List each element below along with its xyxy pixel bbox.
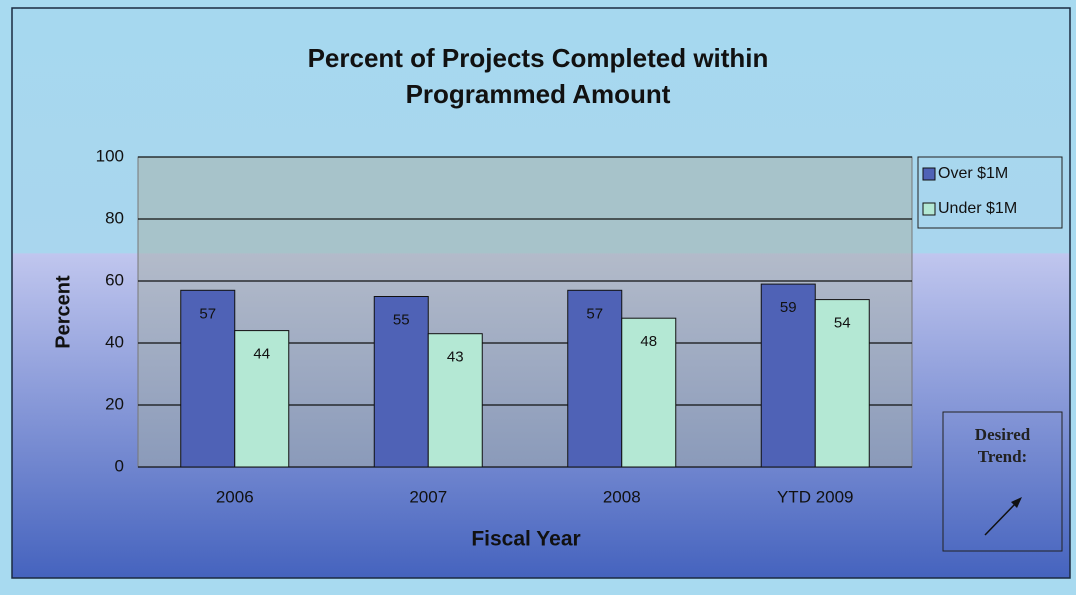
legend-swatch [922,167,936,181]
value-label: 55 [393,311,410,328]
value-label: 43 [447,349,464,366]
bar [373,296,429,468]
y-tick-label: 60 [105,270,124,289]
legend-swatch [922,202,936,216]
value-label: 44 [253,346,270,363]
x-tick-label: 2008 [603,487,641,506]
bar [814,299,870,468]
bar [567,289,623,468]
bar [427,333,483,468]
trend-box [942,411,1063,552]
value-label: 57 [199,305,216,322]
chart-title: Percent of Projects Completed within Pro… [307,43,769,109]
legend-label: Over $1M [938,165,1008,182]
trend-arrow [984,502,1017,536]
y-tick-label: 80 [105,208,124,227]
x-tick-label: 2006 [216,487,254,506]
x-tick-label: YTD 2009 [777,487,854,506]
y-tick-label: 100 [96,146,124,165]
y-tick-label: 20 [105,394,124,413]
x-axis-label: Fiscal Year [471,528,580,551]
value-label: 54 [834,315,851,332]
y-tick-label: 0 [115,456,124,475]
bar [180,289,236,468]
bar [621,317,677,468]
trend-arrowhead [1011,497,1022,508]
annotation-box: Desired Trend: [943,424,1062,468]
value-label: 48 [640,333,657,350]
value-label: 57 [586,305,603,322]
x-tick-label: 2007 [409,487,447,506]
bar [760,283,816,468]
legend-box [917,156,1063,229]
y-axis-label: Percent [52,275,74,349]
legend-label: Under $1M [938,200,1017,217]
bar [234,330,290,468]
y-tick-label: 40 [105,332,124,351]
value-label: 59 [780,299,797,316]
annotation: Desired Trend: [974,425,1031,466]
